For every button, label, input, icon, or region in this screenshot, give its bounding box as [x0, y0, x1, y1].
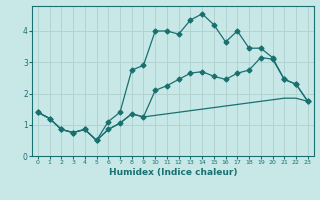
X-axis label: Humidex (Indice chaleur): Humidex (Indice chaleur) — [108, 168, 237, 177]
